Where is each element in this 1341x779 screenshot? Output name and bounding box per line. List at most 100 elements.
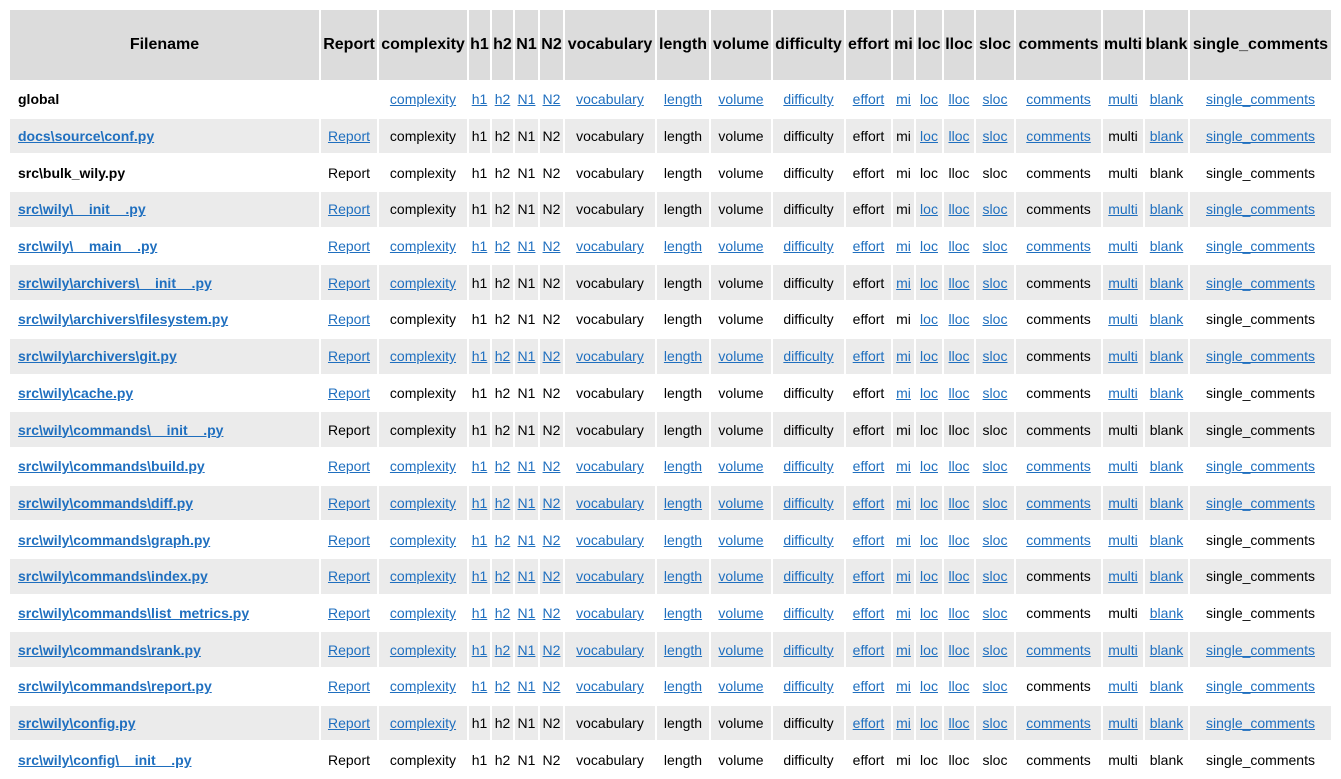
n2-link[interactable]: N2 xyxy=(542,641,561,658)
complexity-link[interactable]: complexity xyxy=(389,494,457,511)
comments-link[interactable]: comments xyxy=(1026,458,1091,475)
h1-link[interactable]: h1 xyxy=(471,604,488,621)
complexity-link[interactable]: complexity xyxy=(389,458,457,475)
comments-link[interactable]: comments xyxy=(1026,91,1091,108)
h2-link[interactable]: h2 xyxy=(494,604,511,621)
loc-link[interactable]: loc xyxy=(920,715,938,732)
filename-link[interactable]: src\wily\commands\diff.py xyxy=(18,494,194,511)
sloc-link[interactable]: sloc xyxy=(982,531,1008,548)
loc-link[interactable]: loc xyxy=(920,458,938,475)
length-link[interactable]: length xyxy=(663,458,703,475)
h1-link[interactable]: h1 xyxy=(471,641,488,658)
filename-link[interactable]: src\wily\commands\build.py xyxy=(18,458,205,475)
filename-link[interactable]: src\wily\config\__init__.py xyxy=(18,751,192,768)
volume-link[interactable]: volume xyxy=(718,641,764,658)
effort-link[interactable]: effort xyxy=(852,458,885,475)
mi-link[interactable]: mi xyxy=(896,91,911,108)
comments-link[interactable]: comments xyxy=(1026,238,1091,255)
single-comments-link[interactable]: single_comments xyxy=(1206,678,1315,695)
multi-link[interactable]: multi xyxy=(1108,238,1138,255)
single-comments-link[interactable]: single_comments xyxy=(1206,348,1315,365)
effort-link[interactable]: effort xyxy=(852,91,885,108)
lloc-link[interactable]: lloc xyxy=(948,531,970,548)
blank-link[interactable]: blank xyxy=(1149,384,1184,401)
blank-link[interactable]: blank xyxy=(1149,531,1184,548)
comments-link[interactable]: comments xyxy=(1026,715,1091,732)
n2-link[interactable]: N2 xyxy=(542,604,561,621)
volume-link[interactable]: volume xyxy=(718,604,764,621)
length-link[interactable]: length xyxy=(663,568,703,585)
blank-link[interactable]: blank xyxy=(1149,458,1184,475)
loc-link[interactable]: loc xyxy=(920,201,938,218)
multi-link[interactable]: multi xyxy=(1108,641,1138,658)
n2-link[interactable]: N2 xyxy=(542,568,561,585)
vocabulary-link[interactable]: vocabulary xyxy=(576,531,644,548)
h2-link[interactable]: h2 xyxy=(494,91,511,108)
single-comments-link[interactable]: single_comments xyxy=(1206,238,1315,255)
blank-link[interactable]: blank xyxy=(1149,91,1184,108)
complexity-link[interactable]: complexity xyxy=(389,91,457,108)
n2-link[interactable]: N2 xyxy=(542,531,561,548)
complexity-link[interactable]: complexity xyxy=(389,641,457,658)
n1-link[interactable]: N1 xyxy=(517,91,536,108)
complexity-link[interactable]: complexity xyxy=(389,274,457,291)
volume-link[interactable]: volume xyxy=(718,458,764,475)
n1-link[interactable]: N1 xyxy=(517,531,536,548)
loc-link[interactable]: loc xyxy=(920,348,938,365)
lloc-link[interactable]: lloc xyxy=(948,201,970,218)
vocabulary-link[interactable]: vocabulary xyxy=(576,91,644,108)
length-link[interactable]: length xyxy=(663,641,703,658)
blank-link[interactable]: blank xyxy=(1149,348,1184,365)
blank-link[interactable]: blank xyxy=(1149,715,1184,732)
volume-link[interactable]: volume xyxy=(718,531,764,548)
sloc-link[interactable]: sloc xyxy=(982,201,1008,218)
lloc-link[interactable]: lloc xyxy=(948,641,970,658)
sloc-link[interactable]: sloc xyxy=(982,384,1008,401)
length-link[interactable]: length xyxy=(663,348,703,365)
difficulty-link[interactable]: difficulty xyxy=(783,568,834,585)
effort-link[interactable]: effort xyxy=(852,641,885,658)
single-comments-link[interactable]: single_comments xyxy=(1206,128,1315,145)
difficulty-link[interactable]: difficulty xyxy=(783,458,834,475)
mi-link[interactable]: mi xyxy=(896,604,911,621)
lloc-link[interactable]: lloc xyxy=(948,494,970,511)
lloc-link[interactable]: lloc xyxy=(948,311,970,328)
filename-link[interactable]: src\wily\archivers\filesystem.py xyxy=(18,311,229,328)
filename-link[interactable]: src\wily\commands\report.py xyxy=(18,678,212,695)
report-link[interactable]: Report xyxy=(327,568,371,585)
n1-link[interactable]: N1 xyxy=(517,458,536,475)
h1-link[interactable]: h1 xyxy=(471,494,488,511)
h1-link[interactable]: h1 xyxy=(471,568,488,585)
length-link[interactable]: length xyxy=(663,238,703,255)
h2-link[interactable]: h2 xyxy=(494,238,511,255)
lloc-link[interactable]: lloc xyxy=(948,568,970,585)
loc-link[interactable]: loc xyxy=(920,91,938,108)
loc-link[interactable]: loc xyxy=(920,531,938,548)
length-link[interactable]: length xyxy=(663,91,703,108)
report-link[interactable]: Report xyxy=(327,678,371,695)
length-link[interactable]: length xyxy=(663,531,703,548)
single-comments-link[interactable]: single_comments xyxy=(1206,201,1315,218)
lloc-link[interactable]: lloc xyxy=(948,238,970,255)
effort-link[interactable]: effort xyxy=(852,604,885,621)
blank-link[interactable]: blank xyxy=(1149,274,1184,291)
complexity-link[interactable]: complexity xyxy=(389,238,457,255)
single-comments-link[interactable]: single_comments xyxy=(1206,494,1315,511)
blank-link[interactable]: blank xyxy=(1149,128,1184,145)
n2-link[interactable]: N2 xyxy=(542,458,561,475)
loc-link[interactable]: loc xyxy=(920,384,938,401)
volume-link[interactable]: volume xyxy=(718,238,764,255)
loc-link[interactable]: loc xyxy=(920,274,938,291)
multi-link[interactable]: multi xyxy=(1108,531,1138,548)
vocabulary-link[interactable]: vocabulary xyxy=(576,458,644,475)
h2-link[interactable]: h2 xyxy=(494,678,511,695)
length-link[interactable]: length xyxy=(663,678,703,695)
filename-link[interactable]: src\wily\commands\index.py xyxy=(18,568,208,585)
loc-link[interactable]: loc xyxy=(920,641,938,658)
multi-link[interactable]: multi xyxy=(1108,715,1138,732)
mi-link[interactable]: mi xyxy=(896,641,911,658)
comments-link[interactable]: comments xyxy=(1026,641,1091,658)
filename-link[interactable]: src\wily\__init__.py xyxy=(18,201,146,218)
blank-link[interactable]: blank xyxy=(1149,311,1184,328)
h2-link[interactable]: h2 xyxy=(494,348,511,365)
